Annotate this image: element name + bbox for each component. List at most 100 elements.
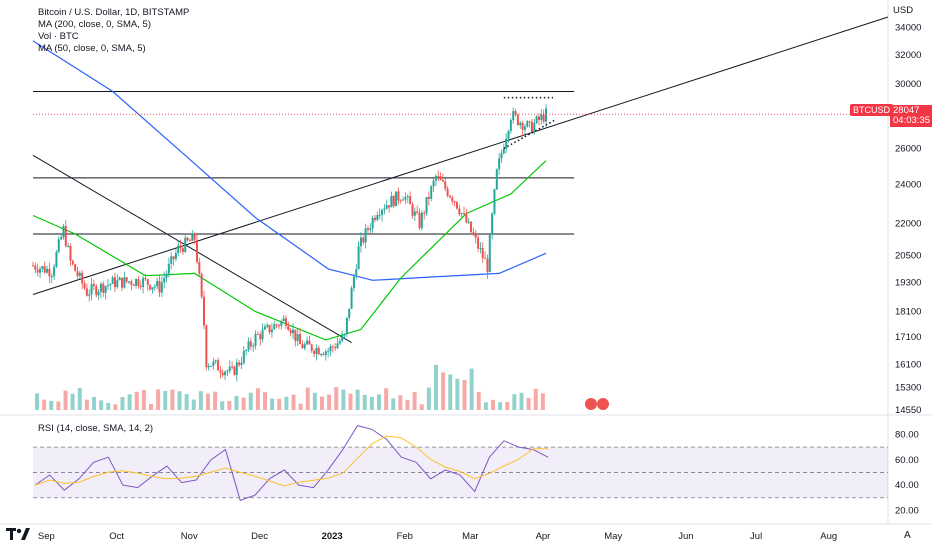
- candle-body: [181, 248, 184, 252]
- volume-legend[interactable]: Vol · BTC: [38, 31, 79, 42]
- volume-bar: [448, 374, 453, 410]
- candle-body: [174, 252, 177, 260]
- candle-body: [116, 280, 119, 288]
- ma200-legend[interactable]: MA (200, close, 0, SMA, 5): [38, 19, 151, 30]
- candle-body: [516, 114, 519, 125]
- auto-scale-button[interactable]: A: [904, 530, 911, 541]
- rising-trendline[interactable]: [32, 16, 889, 295]
- candle-body: [92, 284, 95, 287]
- volume-bar: [455, 378, 460, 410]
- price-axis-tick: 19300: [895, 278, 921, 289]
- candle-body: [308, 340, 311, 345]
- volume-bar: [206, 393, 210, 410]
- time-axis-tick: Jul: [750, 531, 762, 542]
- volume-bar: [505, 402, 510, 410]
- candle-body: [217, 360, 220, 371]
- candle-body: [165, 273, 168, 279]
- price-axis-tick: 32000: [895, 50, 921, 61]
- candle-body: [322, 354, 325, 356]
- candle-body: [179, 245, 182, 249]
- candle-body: [441, 180, 444, 182]
- volume-bar: [270, 398, 275, 410]
- time-axis-tick: Sep: [38, 531, 55, 542]
- candle-body: [341, 335, 344, 342]
- volume-bar: [134, 391, 139, 410]
- candle-body: [214, 360, 217, 362]
- candle-body: [62, 226, 65, 238]
- tradingview-logo-icon[interactable]: [6, 528, 30, 545]
- price-axis-tick: 18100: [895, 307, 921, 318]
- candle-body: [287, 325, 290, 331]
- candle-body: [284, 318, 287, 326]
- candle-body: [437, 176, 440, 178]
- candle-body: [240, 362, 243, 365]
- candle-body: [472, 232, 475, 235]
- candle-body: [484, 257, 487, 259]
- candle-body: [200, 273, 203, 297]
- candle-body: [177, 245, 180, 253]
- candle-body: [486, 258, 489, 273]
- candle-body: [149, 284, 152, 290]
- price-axis-unit: USD: [893, 5, 913, 16]
- price-axis-tick: 24000: [895, 179, 921, 190]
- candle-body: [81, 272, 84, 284]
- candle-body: [245, 349, 248, 351]
- candle-body: [198, 261, 201, 274]
- candle-body: [212, 361, 215, 366]
- candle-body: [390, 195, 393, 208]
- candle-body: [406, 196, 409, 198]
- candle-body: [233, 366, 236, 375]
- candle-body: [399, 200, 402, 202]
- time-axis-tick: Oct: [109, 531, 124, 542]
- candle-body: [446, 188, 449, 196]
- candle-body: [385, 205, 388, 209]
- candle-body: [32, 265, 34, 267]
- volume-bar: [391, 398, 396, 410]
- symbol-title[interactable]: Bitcoin / U.S. Dollar, 1D, BITSTAMP: [38, 7, 190, 18]
- candle-body: [359, 237, 362, 247]
- candle-body: [144, 277, 147, 280]
- candle-body: [540, 114, 543, 120]
- candle-body: [378, 214, 381, 216]
- candle-body: [64, 226, 67, 247]
- candle-body: [411, 204, 414, 216]
- event-flag-icon[interactable]: [597, 398, 609, 410]
- time-axis-tick: Nov: [181, 531, 198, 542]
- candle-body: [296, 334, 299, 341]
- candle-body: [460, 213, 463, 215]
- symbol-tag: BTCUSD: [850, 104, 894, 116]
- candle-body: [303, 344, 306, 349]
- rsi-legend[interactable]: RSI (14, close, SMA, 14, 2): [38, 423, 154, 434]
- candle-body: [383, 208, 386, 211]
- volume-bar: [248, 392, 253, 410]
- candle-body: [455, 201, 458, 209]
- candle-body: [210, 365, 213, 367]
- falling-trendline[interactable]: [32, 154, 352, 343]
- candle-body: [109, 283, 112, 285]
- candle-body: [521, 122, 524, 130]
- candle-body: [36, 269, 39, 273]
- volume-bar: [498, 402, 503, 410]
- candle-body: [207, 365, 210, 368]
- candle-body: [355, 269, 358, 277]
- volume-bar: [170, 389, 175, 410]
- candle-body: [125, 277, 128, 282]
- candle-body: [275, 324, 278, 326]
- event-flag-icon[interactable]: [585, 398, 597, 410]
- candle-body: [111, 277, 114, 284]
- volume-bar: [369, 396, 374, 410]
- candle-body: [458, 208, 461, 215]
- triangle-bottom-dotted[interactable]: [503, 119, 556, 150]
- price-axis-tick: 34000: [895, 22, 921, 33]
- volume-bar: [213, 391, 218, 410]
- price-axis-tick: 14550: [895, 405, 921, 416]
- candle-body: [427, 197, 430, 199]
- time-axis-tick: Mar: [462, 531, 478, 542]
- candle-body: [350, 287, 353, 309]
- ma50-legend[interactable]: MA (50, close, 0, SMA, 5): [38, 43, 146, 54]
- candle-body: [299, 334, 302, 345]
- candle-body: [313, 350, 316, 354]
- candle-body: [69, 245, 72, 261]
